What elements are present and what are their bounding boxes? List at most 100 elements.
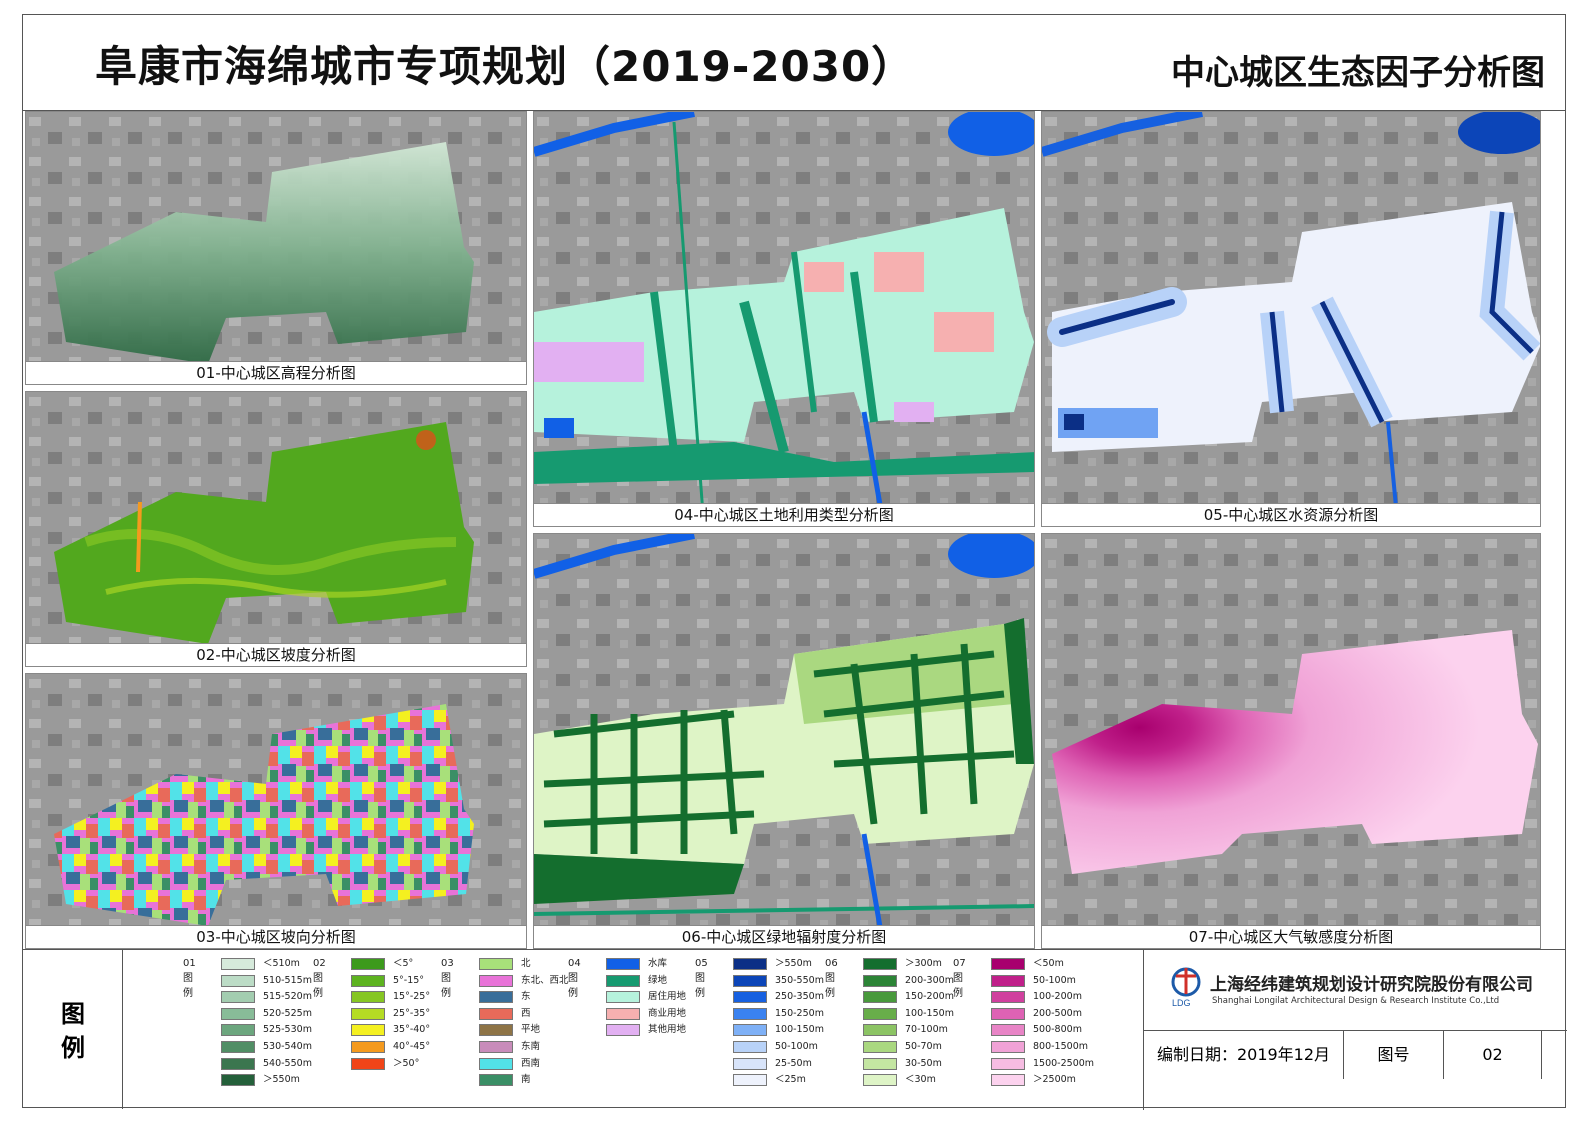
legend-swatch: [351, 1024, 385, 1037]
legend-item-label: 250-350m: [775, 991, 824, 1003]
title-bar: 阜康市海绵城市专项规划（2019-2030） 中心城区生态因子分析图: [23, 15, 1565, 111]
legend-item-label: ＜510m: [263, 958, 300, 969]
panel-water-map: 05-中心城区水资源分析图: [1041, 111, 1541, 527]
company-logo-text: LDG: [1172, 998, 1191, 1008]
caption-06: 06-中心城区绿地辐射度分析图: [534, 925, 1034, 948]
legend-swatch: [606, 974, 640, 987]
legend-swatch: [221, 958, 255, 970]
legend-item-label: ＞550m: [263, 1074, 300, 1086]
legend-swatch: [863, 1057, 897, 1070]
legend-swatch: [351, 1041, 385, 1053]
legend-item-label: ＞50°: [393, 1057, 420, 1069]
legend-swatch: [351, 1007, 385, 1020]
legend-heading: 图 例: [23, 950, 123, 1109]
legend-swatch: [733, 1007, 767, 1020]
legend-item-label: 东北、西北: [521, 974, 569, 986]
legend-heading-top: 图: [61, 1000, 85, 1028]
panel-slope-map: 02-中心城区坡度分析图: [25, 391, 527, 667]
legend-swatch: [991, 1007, 1025, 1020]
legend-item-label: 510-515m: [263, 974, 312, 986]
legend-item-label: 520-525m: [263, 1007, 312, 1019]
legend-item-label: 绿地: [648, 974, 668, 986]
panel-elevation-map: 01-中心城区高程分析图: [25, 111, 527, 385]
company-name-en: Shanghai Longilat Architectural Design &…: [1212, 996, 1500, 1006]
caption-03: 03-中心城区坡向分析图: [26, 925, 526, 948]
legend-swatch: [991, 974, 1025, 987]
legend-item-label: 其他用地: [648, 1024, 687, 1036]
legend-item-label: ＜5°: [393, 958, 414, 969]
legend-item-label: 200-300m: [905, 974, 954, 986]
legend-item-label: 500-800m: [1033, 1024, 1082, 1036]
info-bar: 编制日期：2019年12月 图号 02: [1143, 1030, 1567, 1110]
legend-item-label: 35°-40°: [393, 1024, 431, 1036]
legend-swatch: [991, 1074, 1025, 1087]
legend-swatch: [733, 958, 767, 970]
legend-item-label: 50-70m: [905, 1041, 942, 1052]
legend-item-label: 100-200m: [1033, 991, 1082, 1003]
caption-04: 04-中心城区土地利用类型分析图: [534, 503, 1034, 526]
legend-item-label: 70-100m: [905, 1024, 948, 1036]
legend-swatch: [221, 1024, 255, 1037]
legend-item-label: 平地: [521, 1024, 541, 1036]
legend-item-label: ＜50m: [1033, 958, 1064, 969]
legend-swatch: [733, 1074, 767, 1087]
legend-group-title: 05图例: [695, 958, 708, 999]
legend-swatch: [863, 1024, 897, 1037]
legend-swatch: [479, 974, 513, 987]
legend-swatch: [221, 1074, 255, 1087]
panel-air-sensitivity-map: 07-中心城区大气敏感度分析图: [1041, 533, 1541, 949]
panel-aspect-map: 03-中心城区坡向分析图: [25, 673, 527, 949]
sheet-number-value: 02: [1444, 1031, 1542, 1079]
legend-swatch: [733, 1024, 767, 1037]
legend-swatch: [863, 991, 897, 1004]
company-logo-icon: LDG: [1171, 967, 1201, 1008]
panel-landuse-map: 04-中心城区土地利用类型分析图: [533, 111, 1035, 527]
caption-02: 02-中心城区坡度分析图: [26, 643, 526, 666]
elevation-map-graphic: [26, 112, 526, 384]
legend-swatch: [606, 991, 640, 1004]
legend-swatch: [863, 1074, 897, 1087]
legend-item-label: 530-540m: [263, 1041, 312, 1052]
legend-swatch: [479, 1007, 513, 1020]
legend-item-label: 100-150m: [905, 1007, 954, 1019]
legend-item-label: ＞300m: [905, 958, 942, 969]
legend-swatch: [863, 958, 897, 970]
legend-swatch: [733, 1057, 767, 1070]
legend-swatch: [733, 991, 767, 1004]
legend-item-label: 25-50m: [775, 1057, 812, 1069]
legend-swatch: [351, 958, 385, 970]
water-map-graphic: [1042, 112, 1540, 526]
legend-item-label: 西南: [521, 1057, 541, 1069]
legend-swatch: [606, 1024, 640, 1037]
landuse-map-graphic: [534, 112, 1034, 526]
legend-item-label: 水库: [648, 958, 668, 969]
legend-item-label: 100-150m: [775, 1024, 824, 1036]
legend-swatch: [606, 958, 640, 970]
legend-item-label: 北: [521, 958, 531, 969]
legend-group-title: 01图例: [183, 958, 196, 999]
legend-swatch: [991, 991, 1025, 1004]
air-sensitivity-map-graphic: [1042, 534, 1540, 948]
legend-swatch: [479, 958, 513, 970]
legend-item-label: 1500-2500m: [1033, 1057, 1095, 1069]
legend-item-label: 西: [521, 1007, 531, 1019]
main-title: 阜康市海绵城市专项规划（2019-2030）: [95, 42, 915, 91]
legend-group-title: 06图例: [825, 958, 838, 999]
legend-swatch: [479, 1074, 513, 1087]
greenspace-map-graphic: [534, 534, 1034, 948]
legend-swatch: [479, 991, 513, 1004]
legend-item-label: 150-250m: [775, 1007, 824, 1019]
legend-swatch: [991, 1041, 1025, 1053]
legend-item-label: 50-100m: [775, 1041, 818, 1052]
legend-item-label: ＞550m: [775, 958, 812, 969]
legend-item-label: 居住用地: [648, 991, 687, 1003]
legend-group-title: 03图例: [441, 958, 454, 999]
slope-map-graphic: [26, 392, 526, 666]
legend-item-label: 40°-45°: [393, 1041, 431, 1052]
map-sheet: 阜康市海绵城市专项规划（2019-2030） 中心城区生态因子分析图: [22, 14, 1567, 1110]
sheet-number-label: 图号: [1344, 1031, 1444, 1079]
legend-item-label: 200-500m: [1033, 1007, 1082, 1019]
legend-swatch: [221, 1007, 255, 1020]
legend-swatch: [863, 1007, 897, 1020]
legend-group-title: 07图例: [953, 958, 966, 999]
